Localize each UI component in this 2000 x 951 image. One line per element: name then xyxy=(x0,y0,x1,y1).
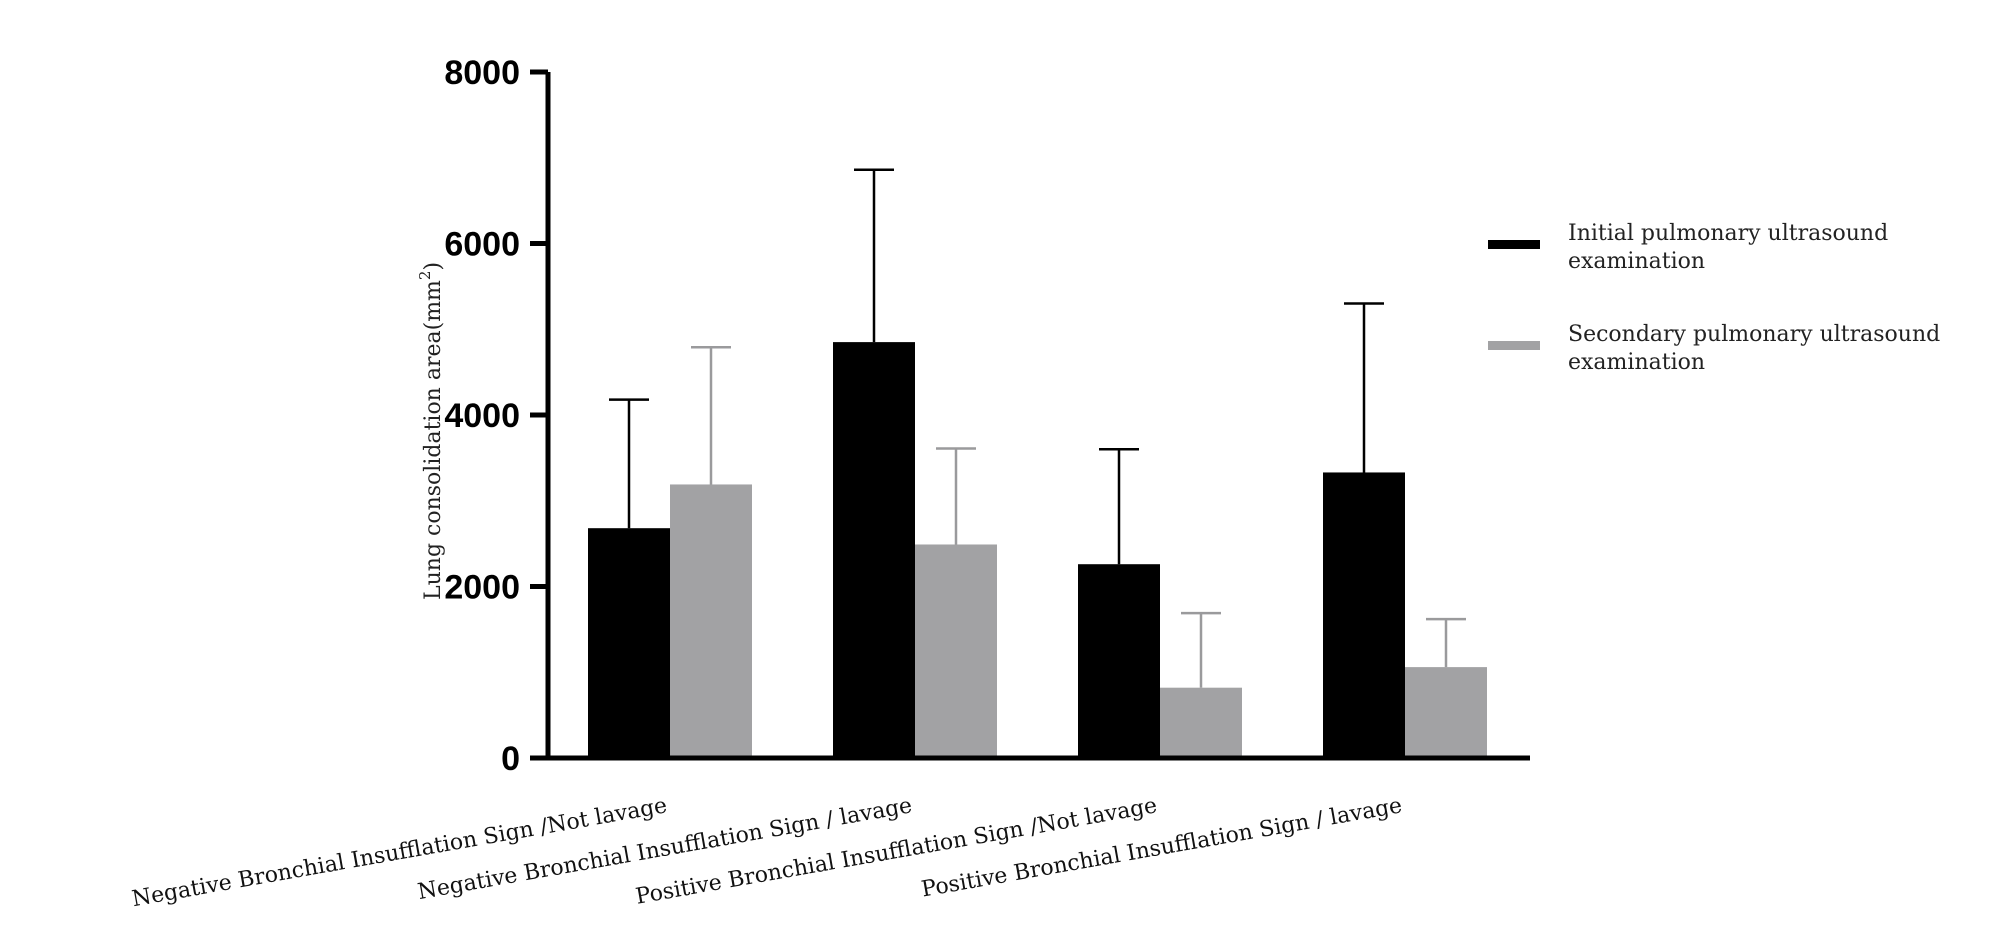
bar-secondary-2 xyxy=(915,544,997,758)
y-axis-title-close: ) xyxy=(421,262,446,271)
bar-initial-4 xyxy=(1323,472,1405,758)
legend-label-initial-line1: Initial pulmonary ultrasound xyxy=(1568,221,1888,246)
legend-swatch-secondary xyxy=(1488,341,1540,350)
y-axis-title-main: Lung consolidation area(mm xyxy=(421,280,446,600)
y-axis-title-sup: 2 xyxy=(416,271,434,281)
legend: Initial pulmonary ultrasound examination… xyxy=(1488,221,1947,375)
y-tick-label-2000: 2000 xyxy=(444,569,520,607)
y-ticks-layer: 0 2000 4000 6000 8000 xyxy=(444,54,548,778)
bar-secondary-3 xyxy=(1160,687,1242,758)
legend-label-secondary: Secondary pulmonary ultrasound examinati… xyxy=(1568,322,1947,375)
bars-layer xyxy=(588,342,1487,758)
y-tick-label-8000: 8000 xyxy=(444,54,520,92)
bar-initial-3 xyxy=(1078,564,1160,758)
legend-label-initial-line2: examination xyxy=(1568,249,1705,274)
bar-secondary-1 xyxy=(670,484,752,758)
x-category-label-4: Positive Bronchial Insufflation Sign / l… xyxy=(920,793,1404,902)
bar-initial-1 xyxy=(588,528,670,758)
x-labels-layer: Negative Bronchial Insufflation Sign /No… xyxy=(130,793,1404,912)
legend-swatch-initial xyxy=(1488,240,1540,249)
legend-label-secondary-line2: examination xyxy=(1568,350,1705,375)
legend-label-secondary-line1: Secondary pulmonary ultrasound xyxy=(1568,322,1940,347)
legend-label-initial: Initial pulmonary ultrasound examination xyxy=(1568,221,1895,274)
bar-initial-2 xyxy=(833,342,915,758)
y-tick-label-0: 0 xyxy=(501,740,520,778)
y-tick-label-4000: 4000 xyxy=(444,397,520,435)
y-tick-label-6000: 6000 xyxy=(444,226,520,264)
bar-secondary-4 xyxy=(1405,667,1487,758)
error-bars-layer xyxy=(609,168,1466,688)
y-axis-title: Lung consolidation area(mm2) xyxy=(416,262,446,600)
